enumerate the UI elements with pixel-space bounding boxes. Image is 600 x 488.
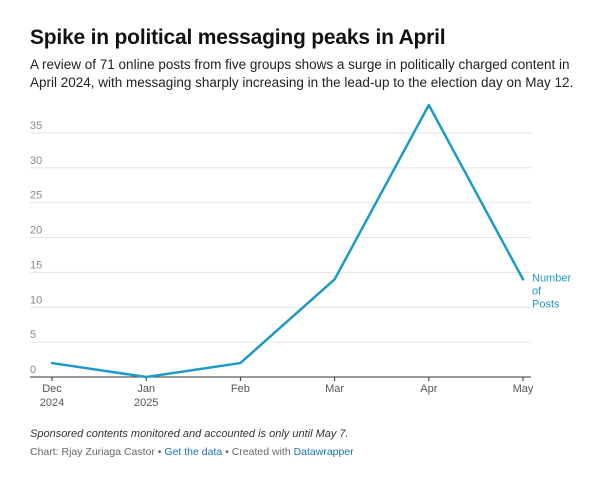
x-tick-label: Jan xyxy=(137,383,155,395)
series-label: Number of Posts xyxy=(532,272,571,310)
x-tick-label: 2025 xyxy=(134,397,158,409)
y-tick-label: 10 xyxy=(30,294,42,306)
y-tick-label: 20 xyxy=(30,225,42,237)
chart-title: Spike in political messaging peaks in Ap… xyxy=(30,26,446,49)
x-tick-label: Mar xyxy=(325,383,344,395)
y-tick-label: 35 xyxy=(30,120,42,132)
y-tick-label: 25 xyxy=(30,190,42,202)
footer-created-with: • Created with xyxy=(222,446,294,458)
chart-credit: Chart: Rjay Zuriaga Castor xyxy=(30,446,155,458)
x-tick-label: May xyxy=(513,383,534,395)
y-tick-label: 30 xyxy=(30,155,42,167)
get-data-link[interactable]: Get the data xyxy=(164,446,223,458)
x-tick-label: Dec xyxy=(42,383,62,395)
chart-notes: Sponsored contents monitored and account… xyxy=(30,428,349,440)
x-tick-label: Apr xyxy=(420,383,437,395)
y-tick-label: 0 xyxy=(30,364,36,376)
series-line xyxy=(50,103,525,379)
x-tick-label: 2024 xyxy=(40,397,64,409)
y-tick-label: 15 xyxy=(30,259,42,271)
datawrapper-link[interactable]: Datawrapper xyxy=(293,446,354,458)
chart-subtitle: A review of 71 online posts from five gr… xyxy=(30,57,574,90)
x-tick-label: Feb xyxy=(231,383,250,395)
footer-separator: • xyxy=(154,446,165,458)
y-tick-label: 5 xyxy=(30,329,36,341)
chart-footer: Chart: Rjay Zuriaga Castor • Get the dat… xyxy=(30,446,354,458)
